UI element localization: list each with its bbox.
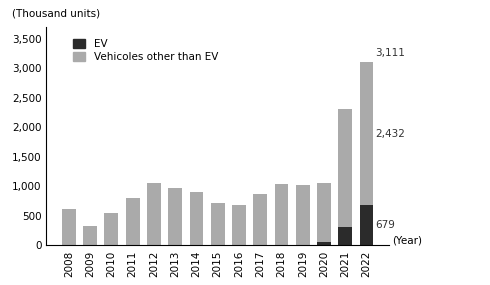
Bar: [296, 185, 310, 245]
Text: (Thousand units): (Thousand units): [12, 8, 100, 18]
Bar: [274, 184, 289, 245]
Bar: [104, 213, 118, 245]
Text: (Year): (Year): [392, 235, 422, 245]
Bar: [360, 205, 373, 245]
Bar: [317, 243, 331, 245]
Bar: [147, 184, 161, 245]
Bar: [211, 203, 224, 245]
Legend: EV, Vehicoles other than EV: EV, Vehicoles other than EV: [69, 34, 222, 66]
Bar: [83, 226, 97, 245]
Bar: [253, 194, 267, 245]
Text: 679: 679: [375, 220, 395, 230]
Bar: [232, 205, 246, 245]
Text: 3,111: 3,111: [375, 48, 405, 58]
Bar: [360, 62, 373, 205]
Bar: [62, 209, 76, 245]
Bar: [126, 198, 140, 245]
Bar: [339, 109, 352, 227]
Bar: [190, 192, 203, 245]
Bar: [168, 188, 182, 245]
Bar: [339, 227, 352, 245]
Bar: [317, 184, 331, 243]
Text: 2,432: 2,432: [375, 129, 405, 139]
